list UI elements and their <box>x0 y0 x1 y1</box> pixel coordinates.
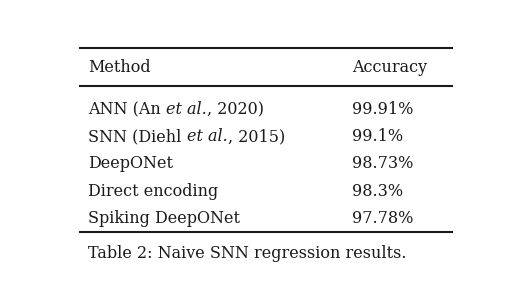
Text: 98.3%: 98.3% <box>352 183 404 200</box>
Text: 98.73%: 98.73% <box>352 156 414 172</box>
Text: Method: Method <box>89 59 151 76</box>
Text: Spiking DeepONet: Spiking DeepONet <box>89 210 240 227</box>
Text: 99.1%: 99.1% <box>352 128 404 145</box>
Text: 99.91%: 99.91% <box>352 101 414 118</box>
Text: Table 2: Naive SNN regression results.: Table 2: Naive SNN regression results. <box>89 245 407 262</box>
Text: ANN (An: ANN (An <box>89 101 166 118</box>
Text: et al.: et al. <box>187 128 228 145</box>
Text: DeepONet: DeepONet <box>89 156 173 172</box>
Text: et al.: et al. <box>166 101 207 118</box>
Text: , 2020): , 2020) <box>207 101 264 118</box>
Text: SNN (Diehl: SNN (Diehl <box>89 128 187 145</box>
Text: , 2015): , 2015) <box>228 128 285 145</box>
Text: Direct encoding: Direct encoding <box>89 183 219 200</box>
Text: Accuracy: Accuracy <box>352 59 428 76</box>
Text: 97.78%: 97.78% <box>352 210 414 227</box>
